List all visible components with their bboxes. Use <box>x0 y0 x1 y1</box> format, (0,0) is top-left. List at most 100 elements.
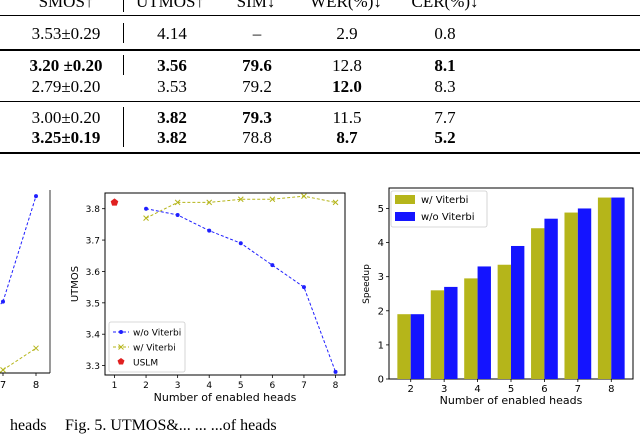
data-point <box>206 199 213 206</box>
col-header-sim: SIM↓ <box>236 0 276 11</box>
data-point <box>332 199 339 206</box>
y-tick-label: 3.3 <box>86 362 100 372</box>
table-vertical-rule <box>123 55 124 75</box>
data-point <box>301 193 307 199</box>
bar <box>410 314 425 379</box>
y-tick-label: 1 <box>378 340 384 351</box>
data-point <box>270 263 275 268</box>
table-rule-mid <box>0 49 640 51</box>
legend-marker-x <box>118 344 124 350</box>
data-point <box>33 345 39 352</box>
data-point <box>0 367 6 373</box>
y-tick-label: 0 <box>378 375 384 386</box>
table-cell: 3.00±0.20 <box>31 108 101 127</box>
col-header-smos: SMOS↑ <box>38 0 94 11</box>
col-header-cer: CER(%)↓ <box>411 0 479 11</box>
legend: w/o Viterbi w/ Viterbi USLM <box>108 321 186 373</box>
bar <box>497 264 511 379</box>
table-cell: 79.6 <box>242 56 272 75</box>
legend-label: w/o Viterbi <box>133 329 181 339</box>
x-axis-label: Number of enabled heads <box>154 391 297 404</box>
bar <box>611 197 625 379</box>
bar <box>531 228 545 379</box>
table-cell: 3.25±0.19 <box>31 128 101 147</box>
utmos-line-chart: 1 2 3 4 5 6 7 8 3.3 3.4 3.5 3.6 3.7 3.8 UTMOS Number … <box>70 192 346 404</box>
table-cell: 8.1 <box>434 56 456 75</box>
col-header-utmos: UTMOS↑ <box>135 0 205 11</box>
table-cell: 3.82 <box>157 128 187 147</box>
legend-swatch <box>395 195 415 204</box>
table-cell: 12.0 <box>332 77 362 96</box>
x-tick-label: 3 <box>441 384 447 395</box>
table-rule-mid2 <box>0 101 640 102</box>
table-cell: 3.20 ±0.20 <box>29 56 103 75</box>
table-cell: 8.7 <box>336 128 358 147</box>
plot-frame <box>104 192 346 376</box>
table-cell: 5.2 <box>434 128 456 147</box>
table-cell: 3.56 <box>157 56 187 75</box>
table-cell: 3.53±0.29 <box>31 24 101 43</box>
legend-label: w/ Viterbi <box>133 344 176 354</box>
legend: w/ Viterbi w/o Viterbi <box>390 190 488 228</box>
col-header-wer: WER(%)↓ <box>310 0 382 11</box>
table-cell: 4.14 <box>157 24 187 43</box>
data-point <box>301 285 306 290</box>
y-tick-label: 3.8 <box>86 205 101 215</box>
table-rule-bottom <box>0 152 640 154</box>
y-axis-label: Speedup <box>362 264 372 304</box>
y-tick-label: 2 <box>378 306 384 317</box>
x-tick-label: 8 <box>33 380 39 391</box>
data-point-uslm <box>110 198 119 206</box>
bar <box>430 290 445 379</box>
table-cell: 8.3 <box>434 77 456 96</box>
bar <box>464 278 478 379</box>
x-tick-label: 7 <box>0 380 6 391</box>
x-tick-label: 7 <box>575 384 581 395</box>
table-cell: 79.2 <box>242 77 272 96</box>
data-point <box>238 241 243 246</box>
legend-label: w/ Viterbi <box>421 195 468 206</box>
x-tick-label: 3 <box>175 381 181 391</box>
table-vertical-rule <box>123 107 124 127</box>
y-tick-label: 4 <box>378 238 384 249</box>
y-tick-label: 3 <box>378 272 384 283</box>
x-tick-label: 6 <box>541 384 547 395</box>
results-table: SMOS↑ UTMOS↑ SIM↓ WER(%)↓ CER(%)↓ 3.53±0… <box>0 0 640 160</box>
table-vertical-rule <box>123 23 124 43</box>
legend-marker-circle <box>119 330 123 334</box>
legend-label: USLM <box>133 359 158 369</box>
data-point <box>207 228 212 233</box>
y-tick-label: 3.6 <box>86 268 101 278</box>
y-tick-label: 3.5 <box>86 299 100 309</box>
data-point <box>143 215 149 221</box>
x-tick-label: 4 <box>474 384 480 395</box>
data-point <box>144 206 149 211</box>
table-cell: 2.9 <box>336 24 358 43</box>
bar <box>444 286 458 379</box>
table-cell: 79.3 <box>242 108 272 127</box>
x-tick-label: 7 <box>301 381 307 391</box>
table-cell: 3.82 <box>157 108 187 127</box>
y-tick-label: 3.4 <box>86 331 101 341</box>
bar <box>477 266 491 379</box>
table-cell: 11.5 <box>332 108 362 127</box>
y-tick-label: 5 <box>378 204 384 215</box>
bar <box>397 314 411 379</box>
table-rule-top <box>0 15 640 16</box>
table-cell: 7.7 <box>434 108 456 127</box>
table-cell: 2.79±0.20 <box>31 77 101 96</box>
series-line-wo-viterbi <box>2 195 37 302</box>
data-point <box>175 212 180 217</box>
data-point <box>269 196 276 203</box>
legend-marker-pentagon <box>117 358 125 365</box>
data-point <box>34 194 38 199</box>
bar <box>577 208 592 379</box>
x-tick-label: 2 <box>408 384 414 395</box>
series-line-wo-viterbi <box>0 301 4 306</box>
x-tick-label: 8 <box>333 381 339 391</box>
table-vertical-rule <box>123 127 124 147</box>
table-cell: 78.8 <box>242 128 272 147</box>
bar <box>544 218 558 379</box>
series-line-w-viterbi <box>2 347 37 371</box>
x-tick-label: 6 <box>270 381 276 391</box>
